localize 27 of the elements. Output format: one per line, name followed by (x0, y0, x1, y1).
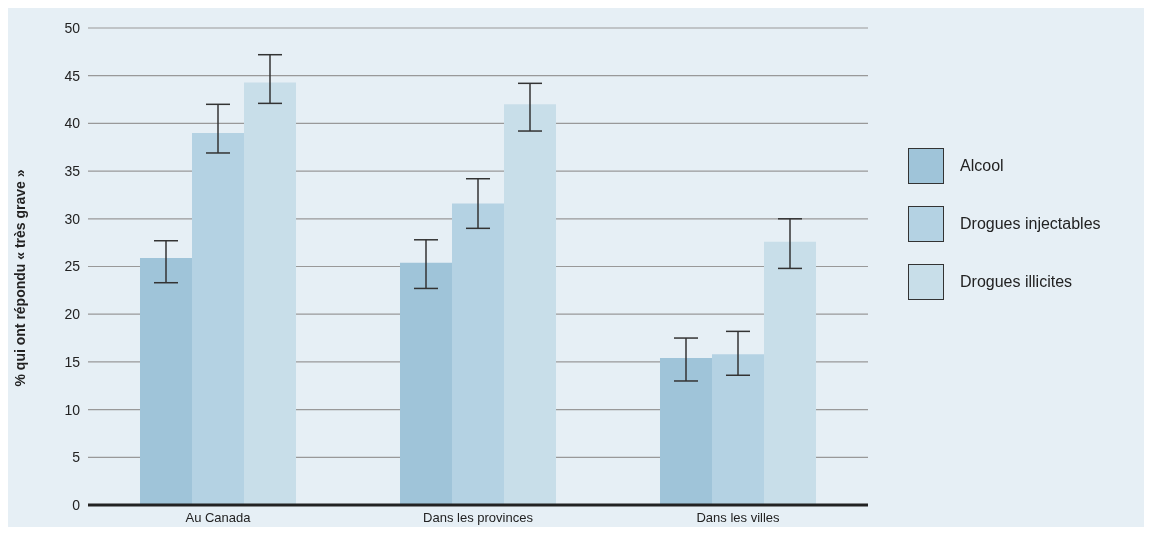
bar (504, 104, 556, 505)
bar (192, 132, 244, 505)
y-tick-label: 30 (64, 210, 81, 227)
y-tick-label: 25 (64, 258, 81, 275)
legend-label: Drogues illicites (960, 273, 1073, 291)
x-tick-label: Au Canada (185, 510, 252, 526)
bar (764, 241, 816, 505)
bar (140, 257, 192, 505)
y-tick-label: 5 (72, 449, 81, 466)
legend-label: Drogues injectables (960, 215, 1101, 233)
y-axis-title: % qui ont répondu « très grave » (11, 169, 28, 387)
y-tick-label: 0 (72, 496, 81, 513)
bar (400, 262, 452, 505)
legend-label: Alcool (960, 157, 1004, 175)
y-tick-label: 40 (64, 115, 81, 132)
x-tick-label: Dans les provinces (423, 510, 534, 526)
y-tick-label: 15 (64, 353, 81, 370)
y-tick-label: 10 (64, 401, 81, 418)
y-tick-label: 50 (64, 19, 81, 36)
y-tick-label: 35 (64, 163, 81, 180)
y-tick-label: 45 (64, 67, 81, 84)
y-tick-label: 20 (64, 306, 81, 323)
bar (660, 358, 712, 505)
bar (244, 82, 296, 505)
bar (712, 354, 764, 505)
x-tick-label: Dans les villes (696, 510, 781, 526)
bar (452, 203, 504, 505)
